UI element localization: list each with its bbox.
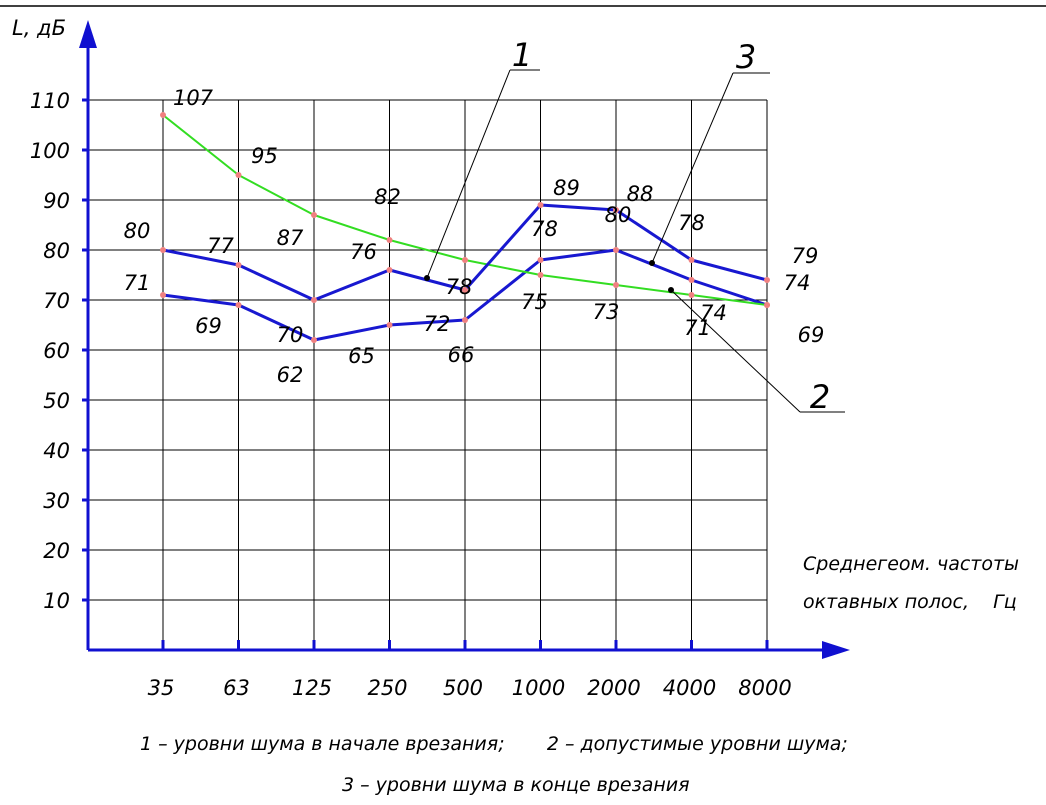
callout-layer: 1 2 3	[424, 36, 845, 416]
y-axis-arrow-icon	[79, 20, 97, 48]
series-1-point	[537, 257, 544, 263]
callout-leader-1	[426, 69, 511, 279]
callout-dot-1	[424, 275, 430, 281]
series-3-point	[386, 267, 393, 273]
extra-data-label: 79	[792, 244, 819, 268]
series-2-point	[613, 282, 619, 288]
series-2-data-label: 95	[251, 144, 278, 168]
series-3-point	[311, 297, 317, 303]
series-1-point	[688, 277, 695, 283]
series-3-data-label: 70	[277, 323, 304, 347]
series-2-point	[688, 292, 695, 298]
series-3-data-label: 80	[124, 219, 151, 243]
series-1-point	[386, 322, 393, 328]
series-1-data-label: 78	[531, 217, 558, 241]
callout-dot-2	[668, 287, 674, 293]
series-layer	[160, 112, 770, 343]
series-3-data-label: 77	[207, 234, 234, 258]
series-2-data-label: 78	[446, 275, 473, 299]
series-1-point	[235, 302, 242, 308]
series-2-data-label: 73	[593, 300, 620, 324]
grid-layer: 10 20 30 40 50 60 70 80 90 100 110 35 63 125 250 500 100…	[30, 89, 792, 700]
series-2-data-label: 107	[173, 86, 214, 110]
series-1-data-label: 80	[605, 203, 632, 227]
series-2-data-label: 71	[684, 316, 711, 340]
series-3-point	[764, 277, 770, 283]
series-3	[160, 202, 770, 303]
x-axis-arrow-icon	[822, 641, 850, 659]
series-3-data-label: 74	[784, 271, 811, 295]
series-1-point	[462, 317, 468, 323]
legend-caption-line-1: 1 – уровни шума в начале врезания; 2 – д…	[140, 733, 848, 755]
y-tick-label: 20	[43, 539, 70, 563]
series-2-data-label: 87	[277, 226, 304, 250]
series-3-point	[235, 262, 242, 268]
series-3-point	[537, 202, 544, 208]
y-tick-label: 100	[30, 139, 70, 163]
series-2-point	[537, 272, 544, 278]
series-1-data-label: 62	[277, 363, 304, 387]
series-2-data-label: 82	[374, 185, 401, 209]
series-2-point	[764, 302, 770, 308]
y-tick-label: 50	[43, 389, 70, 413]
x-tick-label: 250	[367, 676, 407, 700]
series-2-point	[235, 172, 242, 178]
series-3-point	[688, 257, 695, 263]
x-tick-label: 1000	[512, 676, 565, 700]
callout-leader-3	[651, 72, 734, 264]
series-3-point	[613, 207, 619, 213]
y-tick-label: 40	[43, 439, 70, 463]
series-2-data-label: 75	[521, 290, 548, 314]
axes-layer	[79, 20, 850, 659]
y-tick-label: 60	[43, 339, 70, 363]
series-2-point	[462, 257, 468, 263]
callout-number-2: 2	[810, 378, 830, 416]
y-tick-label: 70	[43, 289, 70, 313]
series-3-data-label: 89	[553, 176, 580, 200]
y-tick-label: 80	[43, 239, 70, 263]
series-2-point	[311, 212, 317, 218]
legend-caption-line-2: 3 – уровни шума в конце врезания	[342, 774, 690, 796]
y-tick-label: 10	[43, 589, 70, 613]
x-axis-title-line-1: Среднегеом. частоты	[803, 553, 1019, 575]
series-2-point	[386, 237, 393, 243]
x-tick-label: 35	[148, 676, 175, 700]
series-1-data-label: 65	[348, 344, 375, 368]
series-3-data-label: 88	[627, 182, 654, 206]
label-layer: 71 69 62 65 66 78 80 74 69 107 95 87 82 78 75 73 71 80 77 7…	[124, 86, 825, 387]
x-tick-label: 8000	[738, 676, 791, 700]
series-3-data-label: 76	[350, 240, 377, 264]
series-1-data-label: 71	[124, 271, 151, 295]
callout-number-1: 1	[512, 36, 532, 74]
series-2	[160, 112, 770, 308]
series-1-point	[613, 247, 619, 253]
y-tick-label: 90	[43, 189, 70, 213]
x-tick-label: 125	[292, 676, 332, 700]
x-tick-label: 2000	[587, 676, 640, 700]
series-1-data-label: 69	[195, 314, 222, 338]
series-3-point	[160, 247, 166, 253]
y-axis-title: L, дБ	[12, 16, 66, 40]
series-3-data-label: 72	[424, 312, 451, 336]
y-tick-label: 110	[30, 89, 70, 113]
series-3-point	[462, 287, 468, 293]
series-2-point	[160, 112, 166, 118]
x-tick-label: 63	[223, 676, 250, 700]
series-1-data-label: 74	[700, 301, 727, 325]
callout-number-3: 3	[736, 38, 756, 76]
callout-dot-3	[649, 260, 655, 266]
series-1-data-label: 66	[448, 343, 475, 367]
series-1-data-label: 69	[798, 323, 825, 347]
x-tick-label: 500	[443, 676, 483, 700]
x-tick-label: 4000	[663, 676, 716, 700]
series-1-point	[160, 292, 166, 298]
callout-leader-2	[670, 289, 801, 413]
y-tick-label: 30	[43, 489, 70, 513]
x-axis-title-line-2: октавных полос, Гц	[803, 591, 1017, 613]
series-3-data-label: 78	[678, 211, 705, 235]
series-1-point	[311, 337, 317, 343]
